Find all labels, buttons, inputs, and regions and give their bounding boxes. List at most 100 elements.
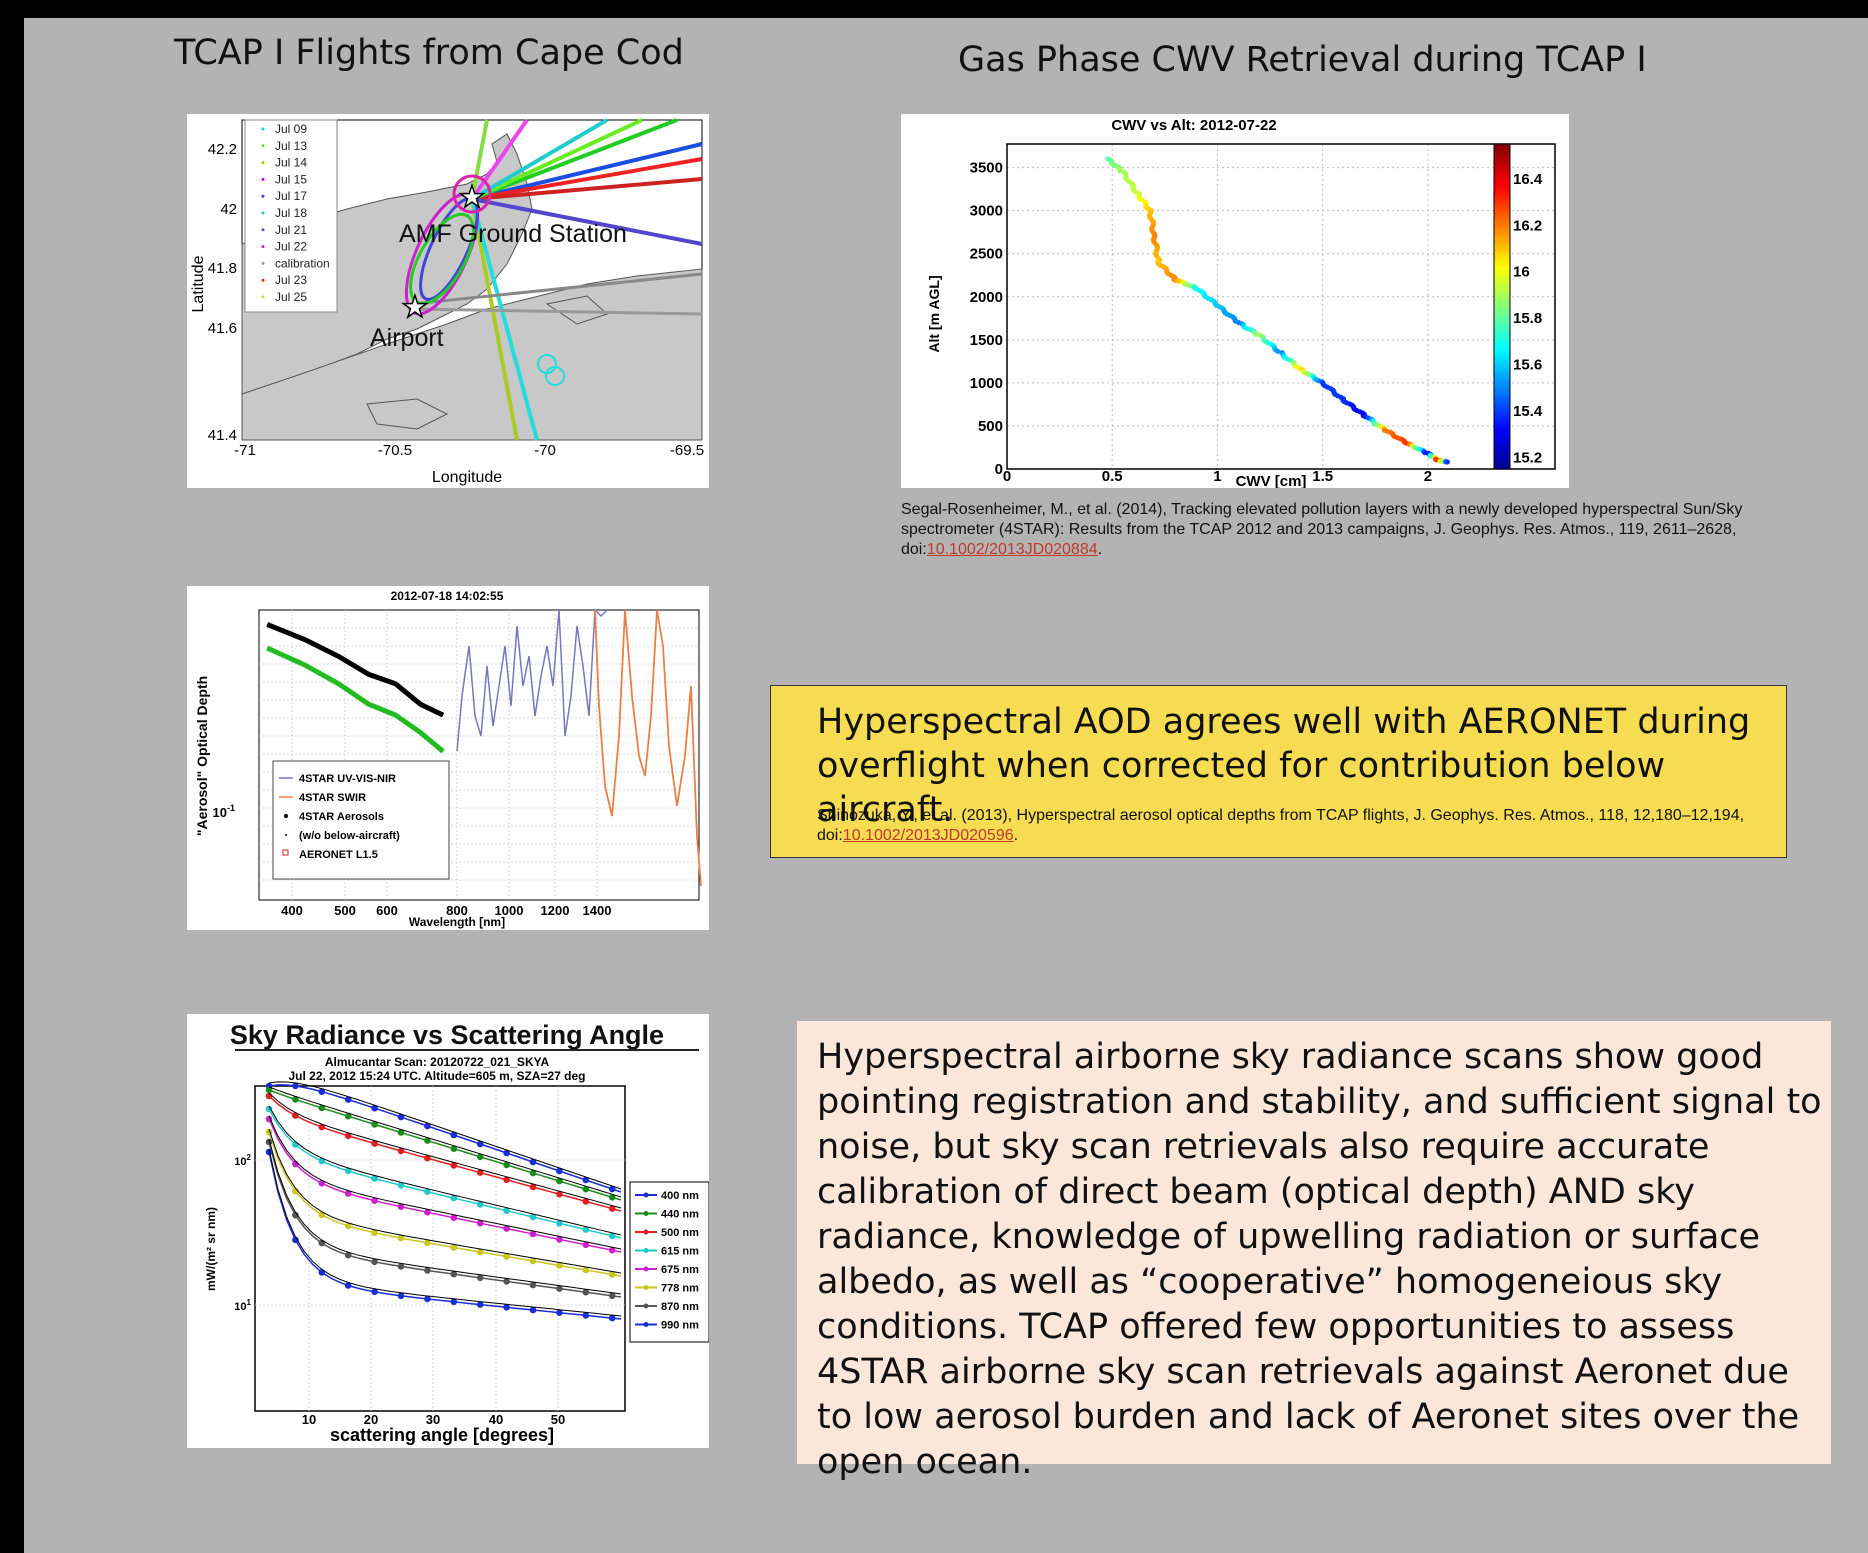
- map-legend-item: Jul 17: [275, 189, 307, 203]
- cwv-ytick: 3500: [970, 160, 1003, 177]
- aod-xtick: 400: [281, 903, 303, 918]
- cwv-colorbar-tick: 15.2: [1513, 449, 1542, 466]
- map-legend-marker: [261, 144, 265, 148]
- map-legend-item: Jul 22: [275, 240, 307, 254]
- sky-legend-dot: [643, 1266, 649, 1272]
- cwv-title: CWV vs Alt: 2012-07-22: [1111, 117, 1276, 134]
- sky-xtick: 20: [364, 1412, 378, 1427]
- map-legend-marker: [261, 295, 265, 299]
- sky-legend-item: 990 nm: [661, 1320, 699, 1332]
- aod-legend-item: 4STAR Aerosols: [299, 811, 384, 823]
- xtick-2: -70.5: [378, 442, 412, 459]
- sky-legend-dot: [643, 1229, 649, 1235]
- cwv-ytick: 1500: [970, 332, 1003, 349]
- aod-ylabel: "Aerosol" Optical Depth: [194, 676, 210, 836]
- aod-legend-item: 4STAR UV-VIS-NIR: [299, 773, 396, 785]
- cwv-colorbar-tick: 15.6: [1513, 357, 1542, 374]
- map-legend-item: Jul 23: [275, 273, 307, 287]
- aod-series-line: [266, 645, 445, 754]
- cwv-ytick: 3000: [970, 203, 1003, 220]
- sky-legend-dot: [643, 1303, 649, 1309]
- sky-fit-curve: [268, 1086, 622, 1198]
- map-legend-item: Jul 09: [275, 122, 307, 136]
- citation-1-link[interactable]: 10.1002/2013JD020884: [926, 541, 1098, 558]
- sky-legend-dot: [643, 1192, 649, 1198]
- cwv-xtick: 1.5: [1312, 468, 1333, 485]
- sky-legend: 400 nm 440 nm 500 nm 615 nm 675 nm 778 nm 870 …: [635, 1190, 699, 1332]
- sky-curve: [268, 1118, 622, 1253]
- map-legend-item: Jul 13: [275, 139, 307, 153]
- sky-curve: [268, 1141, 622, 1298]
- sky-curve: [268, 1108, 622, 1239]
- ytick-4: 41.6: [208, 320, 237, 337]
- map-legend-item: calibration: [275, 256, 330, 270]
- citation-2-link[interactable]: 10.1002/2013JD020596: [842, 827, 1014, 844]
- sky-ylabel: mW/(m² sr nm): [204, 1207, 218, 1291]
- cwv-ytick: 0: [995, 461, 1003, 478]
- cwv-point: [1253, 331, 1259, 338]
- cwv-ytick: 2500: [970, 246, 1003, 263]
- cwv-xlabel: CWV [cm]: [1236, 473, 1307, 488]
- cwv-ytick: 500: [978, 418, 1003, 435]
- aod-xtick: 600: [376, 903, 398, 918]
- aod-series-line: [266, 622, 445, 718]
- sky-curve: [268, 1084, 622, 1193]
- map-legend-marker: [261, 228, 265, 232]
- sky-legend-item: 870 nm: [661, 1301, 699, 1313]
- map-legend-marker: [261, 211, 265, 215]
- aod-xtick: 1400: [583, 903, 612, 918]
- aod-xtick: 800: [446, 903, 468, 918]
- aod-xtick: 500: [334, 903, 356, 918]
- sky-ytick-1: 102: [234, 1153, 251, 1168]
- cwv-chart: CWV vs Alt: 2012-07-22 0 500 1000 1500 2000 2…: [926, 117, 1556, 488]
- xtick-4: -69.5: [670, 442, 704, 459]
- citation-1-end: .: [1097, 541, 1103, 558]
- airport-star-icon: ★: [402, 291, 429, 324]
- cwv-ylabel: Alt [m AGL]: [926, 275, 942, 352]
- map-legend-marker: [261, 261, 265, 265]
- sky-legend-item: 400 nm: [661, 1190, 699, 1202]
- cwv-ytick: 1000: [970, 375, 1003, 392]
- sky-xtick: 50: [551, 1412, 565, 1427]
- flight-map-figure: ★ ★ AMF Ground Station Airport Jul 09 Jul…: [187, 114, 709, 488]
- citation-2-end: .: [1013, 827, 1019, 844]
- sky-ytick-2: 101: [234, 1298, 251, 1313]
- cwv-ytick: 2000: [970, 289, 1003, 306]
- title-right: Gas Phase CWV Retrieval during TCAP I: [958, 40, 1647, 80]
- sky-chart: Sky Radiance vs Scattering Angle Almucan…: [204, 1020, 709, 1445]
- sky-title: Sky Radiance vs Scattering Angle: [230, 1020, 664, 1050]
- map-legend-item: Jul 18: [275, 206, 307, 220]
- sky-curve: [268, 1151, 622, 1320]
- ytick-3: 41.8: [208, 260, 237, 277]
- sky-summary-box: Hyperspectral airborne sky radiance scan…: [797, 1021, 1831, 1482]
- aod-legend-marker: [284, 814, 288, 818]
- sky-radiance-figure: Sky Radiance vs Scattering Angle Almucan…: [187, 1014, 709, 1448]
- xtick-1: -71: [234, 442, 256, 459]
- aod-summary-box: Hyperspectral AOD agrees well with AERON…: [770, 685, 1787, 858]
- cwv-point: [1444, 459, 1450, 465]
- cwv-colorbar-tick: 16: [1513, 264, 1530, 281]
- citation-2-text: Shinozuka, Y., et al. (2013), Hyperspect…: [817, 807, 1745, 844]
- aod-xlabel: Wavelength [nm]: [409, 915, 505, 929]
- map-legend-item: Jul 21: [275, 223, 307, 237]
- sky-xtick: 10: [302, 1412, 316, 1427]
- citation-1: Segal-Rosenheimer, M., et al. (2014), Tr…: [901, 500, 1781, 560]
- sky-curve: [268, 1131, 622, 1277]
- cwv-colorbar-tick: 15.8: [1513, 310, 1542, 327]
- aod-legend-item: (w/o below-aircraft): [299, 830, 400, 842]
- ytick-5: 41.4: [208, 427, 237, 444]
- aod-chart: 2012-07-18 14:02:55 4STAR UV-VIS-NIR4STA…: [194, 589, 702, 929]
- cwv-xtick: 1: [1213, 468, 1221, 485]
- sky-fit-curve: [268, 1115, 622, 1250]
- map-legend-marker: [261, 278, 265, 282]
- sky-curve: [268, 1095, 622, 1212]
- map-legend-marker: [261, 161, 265, 165]
- sky-subtitle-1: Almucantar Scan: 20120722_021_SKYA: [325, 1055, 550, 1069]
- map-legend-item: Jul 25: [275, 290, 307, 304]
- aod-ytick: 10-1: [213, 803, 235, 820]
- station-star-icon: ★: [459, 181, 486, 214]
- aod-xtick: 1200: [541, 903, 570, 918]
- aod-legend: 4STAR UV-VIS-NIR 4STAR SWIR 4STAR Aerosols…: [279, 773, 400, 861]
- aod-legend-marker: [285, 834, 287, 836]
- cwv-figure: CWV vs Alt: 2012-07-22 0 500 1000 1500 2000 2…: [901, 114, 1569, 488]
